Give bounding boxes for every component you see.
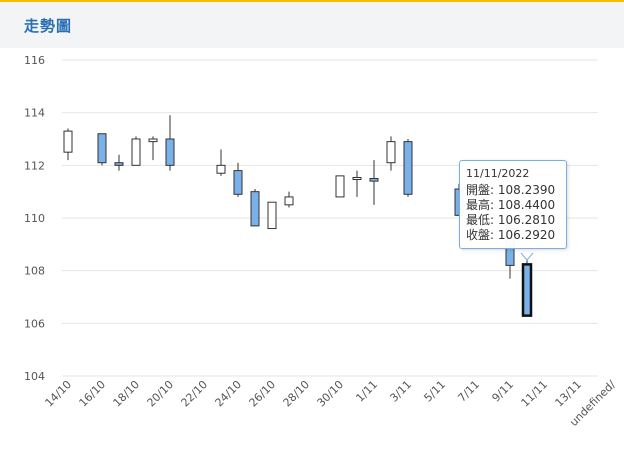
candle-body xyxy=(335,175,345,198)
candle-body xyxy=(63,130,73,153)
x-tick-label: 30/10 xyxy=(315,378,347,410)
x-tick-label: 13/11 xyxy=(553,378,585,410)
y-tick-label: 112 xyxy=(24,159,45,172)
x-tick-label: 9/11 xyxy=(489,378,516,405)
x-tick-label: 1/11 xyxy=(353,378,380,405)
candle-body xyxy=(114,162,124,166)
y-tick-label: 104 xyxy=(24,370,45,383)
tooltip-open: 開盤: 108.2390 xyxy=(466,183,556,197)
x-tick-label: 5/11 xyxy=(421,378,448,405)
tooltip-pointer xyxy=(520,252,534,261)
chart-title: 走勢圖 xyxy=(24,17,73,35)
x-tick-label: 18/10 xyxy=(111,378,143,410)
candle-body xyxy=(267,201,277,230)
candle-body xyxy=(386,141,396,164)
y-tick-label: 116 xyxy=(24,54,45,67)
tooltip-close: 收盤: 106.2920 xyxy=(466,228,556,242)
x-tick-label: 26/10 xyxy=(247,378,279,410)
top-accent-line xyxy=(0,0,624,2)
x-tick-label: 11/11 xyxy=(519,378,551,410)
y-tick-label: 106 xyxy=(24,317,45,330)
tooltip: 11/11/2022 開盤: 108.2390 最高: 108.4400 最低:… xyxy=(459,160,567,249)
x-tick-label: 16/10 xyxy=(77,378,109,410)
candle-body xyxy=(369,178,379,182)
candle-body xyxy=(131,138,141,166)
candle-body xyxy=(165,138,175,166)
tooltip-high: 最高: 108.4400 xyxy=(466,198,556,212)
header-bar: 走勢圖 xyxy=(0,2,624,48)
x-tick-label: 14/10 xyxy=(43,378,75,410)
candle-body xyxy=(352,177,362,180)
candle-body xyxy=(403,141,413,195)
x-tick-label: 22/10 xyxy=(179,378,211,410)
candle-body-highlighted xyxy=(521,263,533,317)
candle-body xyxy=(148,138,158,143)
x-tick-label: 7/11 xyxy=(455,378,482,405)
y-tick-label: 114 xyxy=(24,107,45,120)
x-tick-label: 24/10 xyxy=(213,378,245,410)
y-tick-label: 110 xyxy=(24,212,45,225)
candle-body xyxy=(97,133,107,164)
x-tick-label: 20/10 xyxy=(145,378,177,410)
candle-body xyxy=(284,196,294,206)
y-tick-label: 108 xyxy=(24,265,45,278)
tooltip-date: 11/11/2022 xyxy=(466,167,530,180)
x-tick-label: 3/11 xyxy=(387,378,414,405)
candle-body xyxy=(216,164,226,174)
tooltip-low: 最低: 106.2810 xyxy=(466,213,556,227)
x-tick-label: 28/10 xyxy=(281,378,313,410)
candle-body xyxy=(250,191,260,227)
candle-body xyxy=(233,170,243,195)
